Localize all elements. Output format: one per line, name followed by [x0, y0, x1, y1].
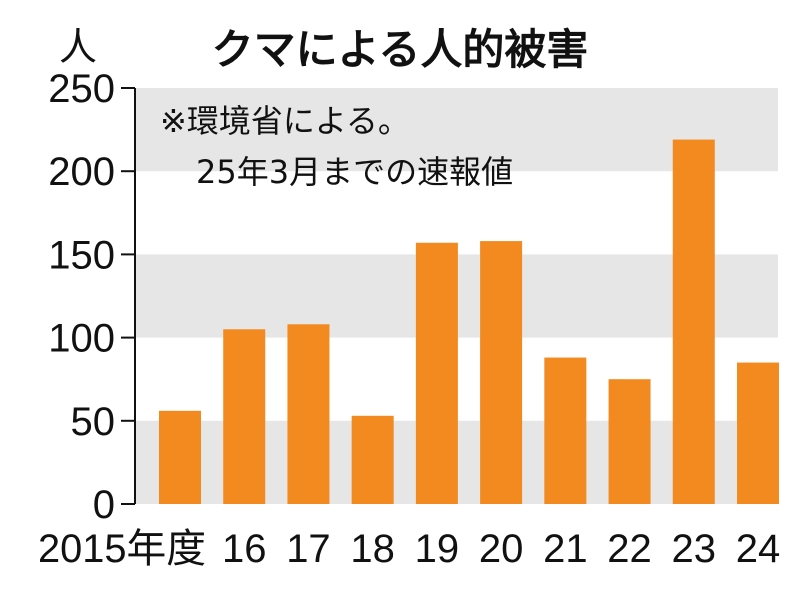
source-note-line-1: ※環境省による。: [160, 102, 410, 140]
bar-17: [287, 324, 330, 504]
y-tick-label: 100: [48, 317, 115, 361]
x-tick-label: 18: [350, 527, 395, 571]
bar-18: [351, 415, 394, 504]
x-tick-label: 17: [286, 527, 331, 571]
x-tick-label: 21: [543, 527, 588, 571]
bar-20: [480, 241, 523, 504]
bar-21: [544, 357, 587, 504]
y-tick-label: 0: [93, 483, 115, 527]
bar-19: [415, 242, 458, 504]
bar-series: [159, 139, 779, 505]
y-tick-label: 150: [48, 233, 115, 277]
chart-title: クマによる人的被害: [212, 25, 589, 74]
bar-2015年度: [159, 410, 201, 504]
y-axis-ticks: 0 50 100 150 200 250: [48, 67, 135, 527]
x-tick-label: 22: [607, 527, 652, 571]
y-tick-label: 200: [48, 150, 115, 194]
source-note-line-2: 25年3月までの速報値: [196, 153, 513, 191]
x-tick-label: 2015年度: [38, 527, 206, 571]
bar-22: [608, 379, 651, 504]
bar-16: [223, 329, 266, 504]
bar-23: [672, 139, 715, 505]
y-tick-label: 250: [48, 67, 115, 111]
x-tick-label: 20: [479, 527, 524, 571]
x-axis-ticks: 2015年度 16 17 18 19 20 21 22 23 24: [38, 527, 780, 571]
x-tick-label: 19: [415, 527, 460, 571]
x-tick-label: 24: [736, 527, 781, 571]
y-tick-label: 50: [71, 400, 116, 444]
bar-24: [737, 362, 779, 504]
y-axis-unit-label: 人: [59, 25, 97, 69]
x-tick-label: 23: [672, 527, 717, 571]
grid-band: [135, 88, 778, 172]
x-tick-label: 16: [222, 527, 267, 571]
